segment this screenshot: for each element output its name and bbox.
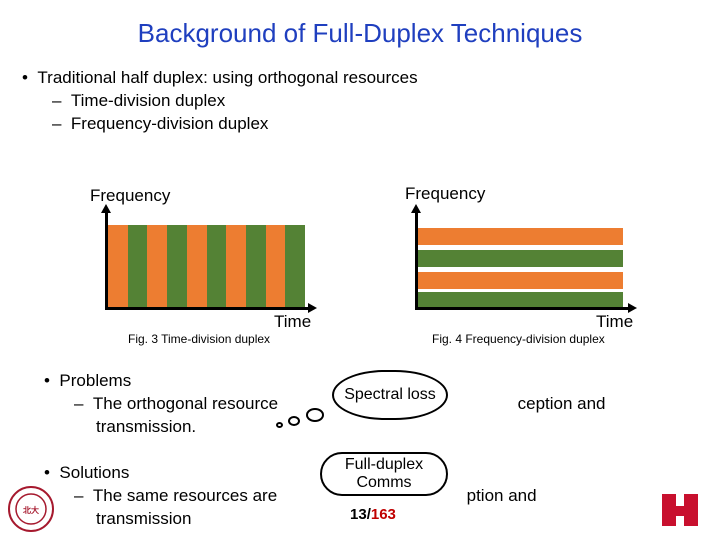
fig3-bar	[226, 225, 246, 307]
fig3-bar	[128, 225, 148, 307]
bubble-full-duplex-text: Full-duplex Comms	[332, 456, 436, 493]
bullet-sub-1b: – Frequency-division duplex	[52, 113, 720, 136]
pku-logo-icon: 北大	[8, 486, 54, 532]
bullet-lead-1-text: Traditional half duplex: using orthogona…	[37, 68, 417, 87]
fig3-xlabel: Time	[274, 312, 311, 332]
fig4-band	[418, 292, 623, 307]
bullet-sub-2a-post: ception and	[518, 394, 606, 413]
cloud-puff-icon	[288, 416, 300, 426]
fig3-ylabel: Frequency	[90, 186, 170, 206]
page-total: 163	[371, 506, 396, 523]
fig4-band	[418, 250, 623, 267]
bullet-lead-2-text: Problems	[59, 371, 131, 390]
bullet-lead-3: • Solutions	[44, 462, 537, 485]
fig3-xaxis	[105, 307, 310, 310]
fig4-xlabel: Time	[596, 312, 633, 332]
bullet-sub-3a-line2: transmission	[96, 508, 537, 531]
section-solutions: • Solutions – The same resources are pti…	[44, 462, 537, 531]
bullet-lead-3-text: Solutions	[59, 463, 129, 482]
slide-title: Background of Full-Duplex Techniques	[0, 0, 720, 49]
fig3-bar	[167, 225, 187, 307]
fig3-bar	[207, 225, 227, 307]
cloud-spectral-loss-text: Spectral loss	[344, 386, 436, 404]
cloud-spectral-loss: Spectral loss	[332, 370, 448, 420]
fig3-bar	[147, 225, 167, 307]
bullet-sub-2a-line2: transmission.	[96, 416, 606, 439]
bullet-lead-1: • Traditional half duplex: using orthogo…	[22, 67, 720, 90]
fig3-bar	[108, 225, 128, 307]
fig4-band	[418, 228, 623, 245]
bullet-sub-2a-pre: The orthogonal resource	[93, 394, 278, 413]
section-problems: • Problems – The orthogonal resource cep…	[44, 370, 606, 439]
fig4-yaxis-arrow-icon	[411, 204, 421, 213]
fig4-caption: Fig. 4 Frequency-division duplex	[432, 332, 605, 346]
fig3-bar	[285, 225, 305, 307]
svg-text:北大: 北大	[23, 505, 39, 515]
bullet-sub-1a-text: Time-division duplex	[71, 91, 225, 110]
page-current: 13	[350, 506, 367, 523]
bullet-lead-2: • Problems	[44, 370, 606, 393]
fig4-fdd-chart	[415, 210, 625, 310]
fig3-bars	[108, 225, 305, 307]
fig3-bar	[266, 225, 286, 307]
fig3-yaxis-arrow-icon	[101, 204, 111, 213]
cloud-puff-icon	[276, 422, 283, 428]
fig3-bar	[246, 225, 266, 307]
bullet-sub-1b-text: Frequency-division duplex	[71, 114, 269, 133]
fig4-ylabel: Frequency	[405, 184, 485, 204]
uh-logo-icon	[658, 490, 710, 530]
bullet-sub-3a-post: ption and	[467, 486, 537, 505]
fig3-tdd-chart	[105, 210, 305, 310]
page-number: 13/163	[350, 506, 396, 523]
fig4-xaxis	[415, 307, 630, 310]
fig3-bar	[187, 225, 207, 307]
cloud-puff-icon	[306, 408, 324, 422]
bullet-sub-3a: – The same resources are ption and	[74, 485, 537, 508]
section-traditional: • Traditional half duplex: using orthogo…	[22, 67, 720, 136]
fig3-caption: Fig. 3 Time-division duplex	[128, 332, 270, 346]
fig4-band	[418, 272, 623, 289]
bubble-full-duplex: Full-duplex Comms	[320, 452, 448, 496]
bullet-sub-3a-pre: The same resources are	[93, 486, 277, 505]
bullet-sub-1a: – Time-division duplex	[52, 90, 720, 113]
